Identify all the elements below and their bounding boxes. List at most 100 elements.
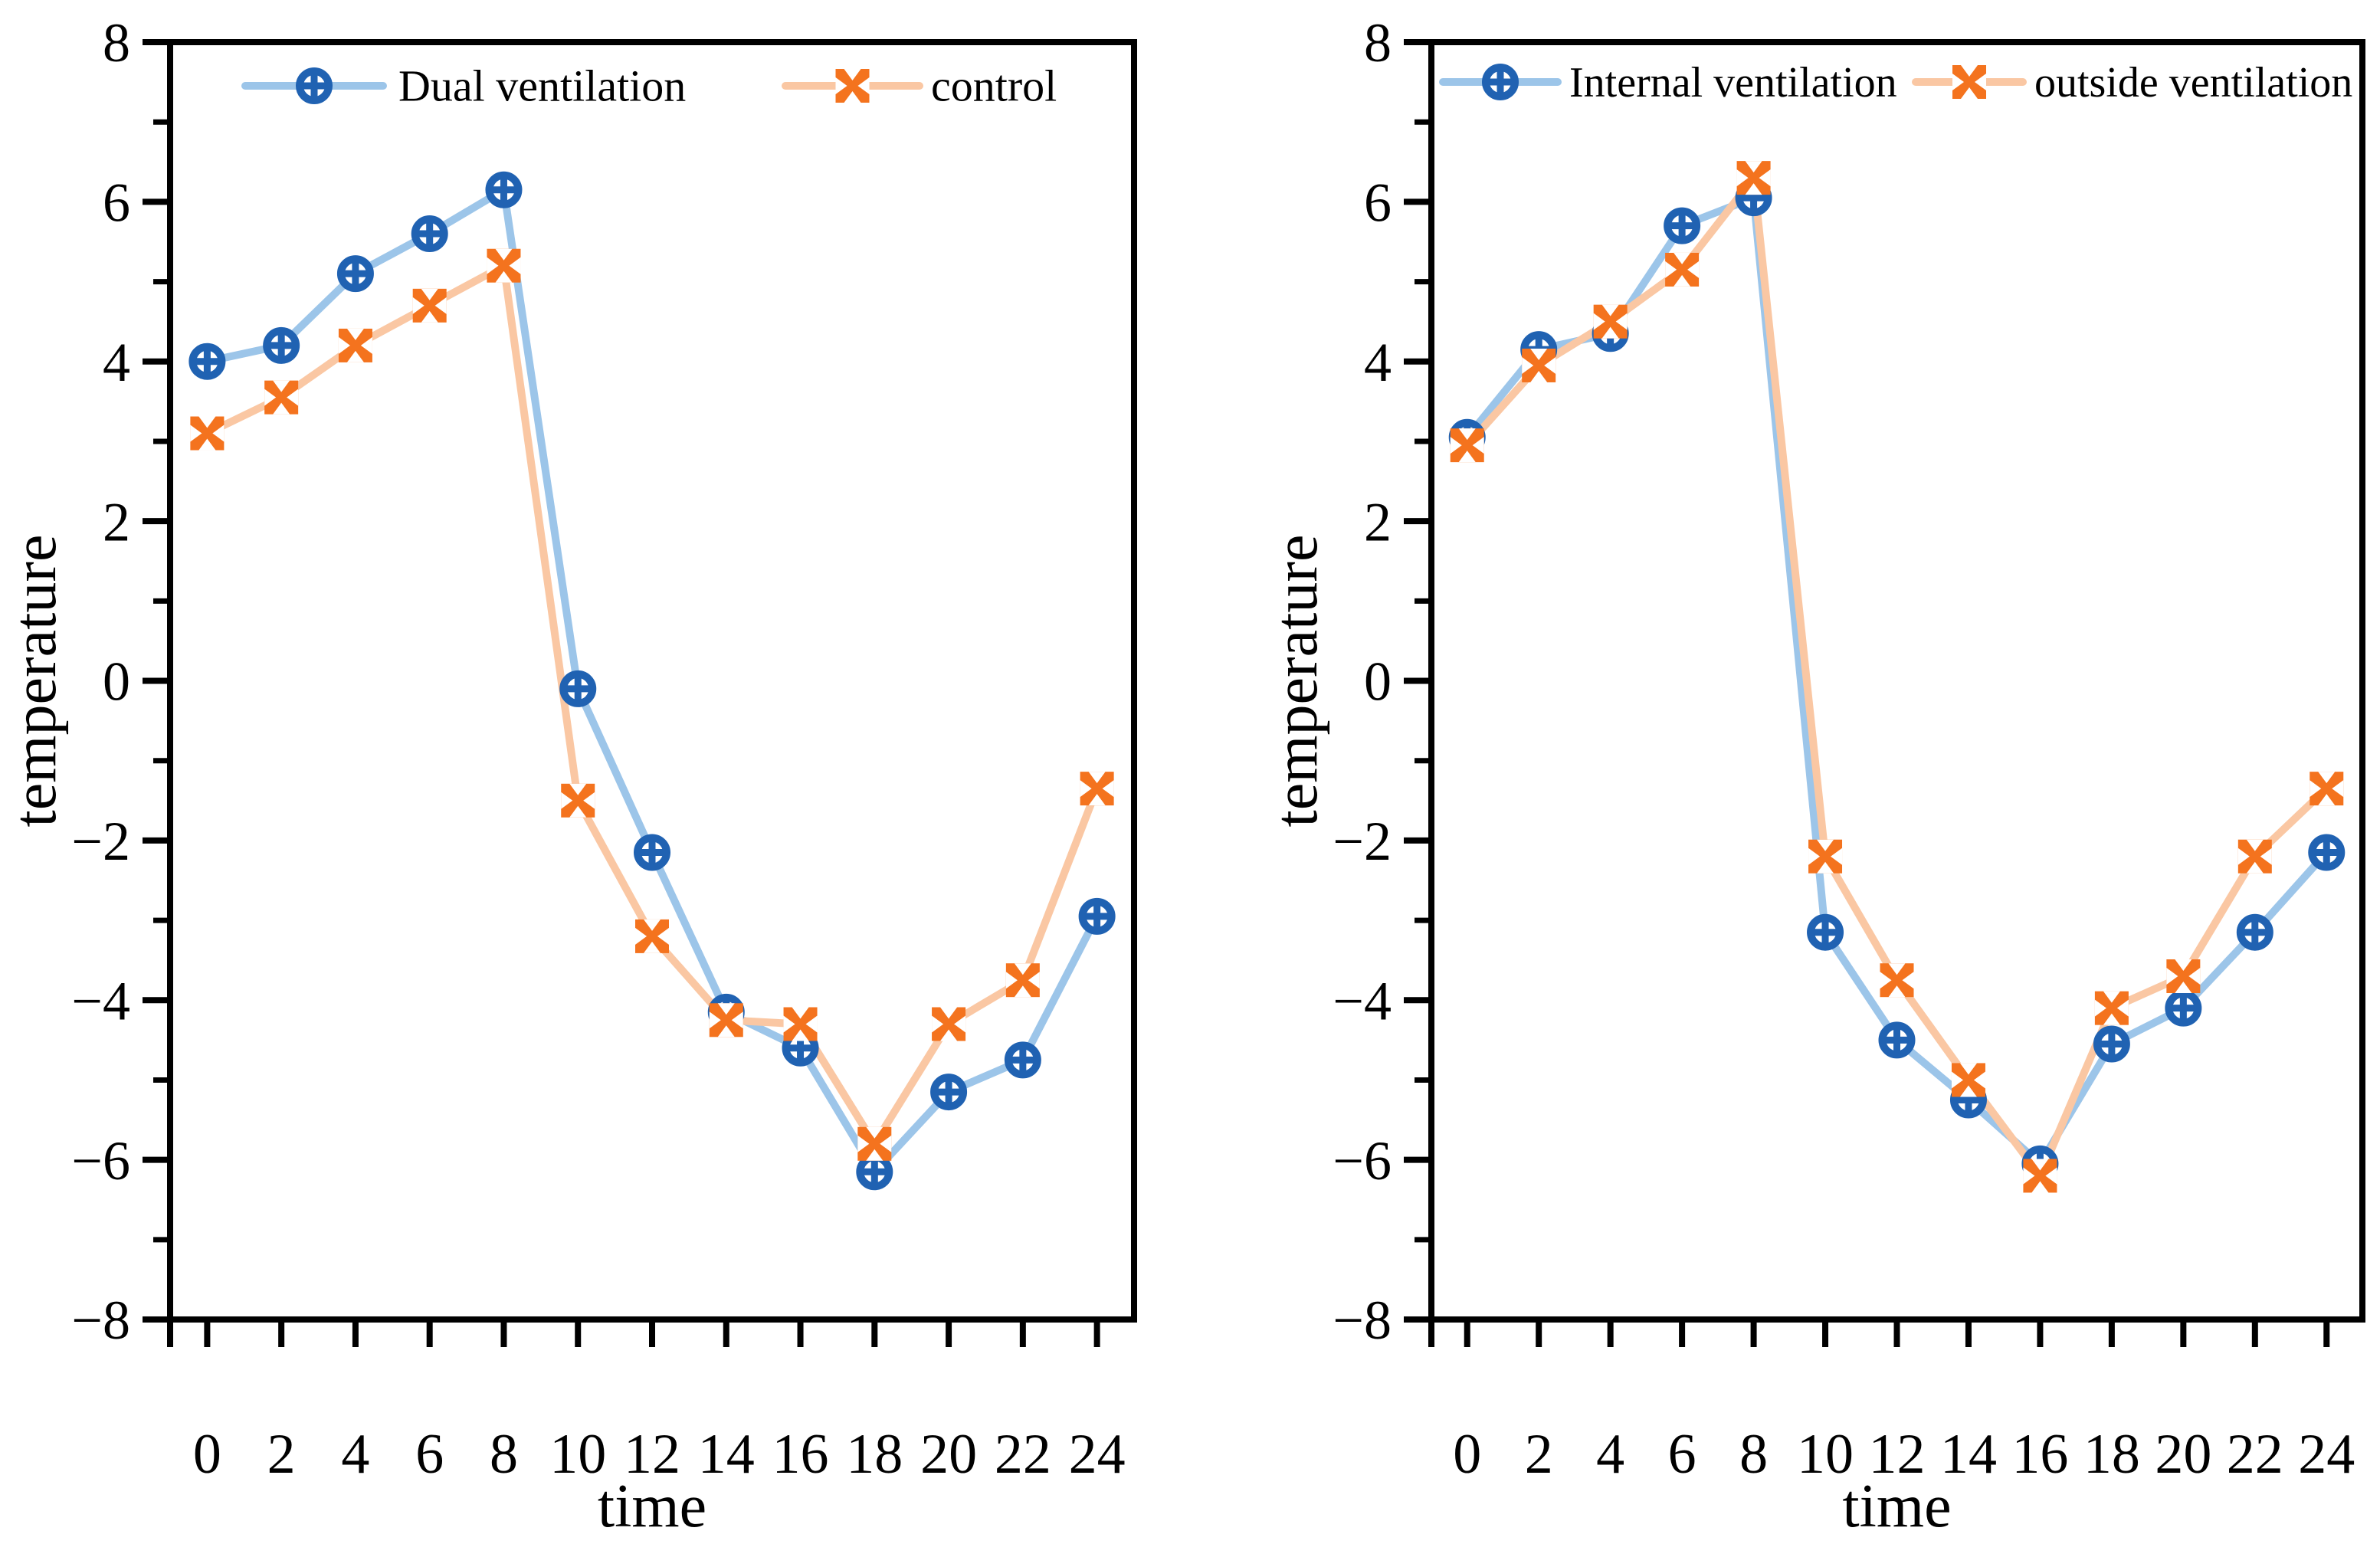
marker-square-x-icon xyxy=(1665,252,1700,287)
x-tick-label: 4 xyxy=(1596,1423,1624,1486)
marker-wedge-bottom xyxy=(1888,985,1906,998)
y-tick-label: 2 xyxy=(1364,491,1392,552)
x-tick-label: 8 xyxy=(490,1423,518,1486)
marker-wedge-right xyxy=(657,927,669,945)
y-tick-label: 6 xyxy=(1364,172,1392,234)
marker-wedge-bottom xyxy=(1014,985,1031,998)
marker-circle-plus-icon xyxy=(296,67,333,104)
marker-wedge-top xyxy=(2175,959,2192,971)
marker-wedge-right xyxy=(2188,967,2201,985)
marker-wedge-bottom xyxy=(421,310,438,323)
y-tick-label: −2 xyxy=(1333,811,1392,872)
marker-wedge-left xyxy=(1450,437,1462,454)
x-tick-label: 2 xyxy=(267,1423,296,1486)
marker-wedge-left xyxy=(932,1015,944,1033)
marker-wedge-left xyxy=(1005,972,1018,989)
marker-wedge-bottom xyxy=(2175,981,2192,993)
x-tick-label: 14 xyxy=(1940,1423,1997,1486)
marker-square-x-icon xyxy=(561,783,595,818)
marker-circle-plus-icon xyxy=(2308,834,2346,871)
y-tick-label: 6 xyxy=(103,172,130,234)
marker-wedge-top xyxy=(1961,65,1978,77)
marker-wedge-right xyxy=(805,1015,818,1033)
legend: Internal ventilation outside ventilation xyxy=(1439,59,2352,107)
marker-wedge-bottom xyxy=(495,270,513,283)
y-axis-label: temperature xyxy=(2,535,69,828)
marker-square-x-icon xyxy=(709,1003,743,1038)
marker-wedge-left xyxy=(338,336,350,354)
y-tick-label: 8 xyxy=(1364,12,1392,74)
x-tick-label: 8 xyxy=(1739,1423,1768,1486)
marker-circle-plus-icon xyxy=(930,1074,968,1111)
marker-square-x-icon xyxy=(338,328,372,362)
marker-wedge-left xyxy=(1951,1071,1963,1089)
marker-wedge-bottom xyxy=(346,350,364,362)
marker-wedge-left xyxy=(783,1015,795,1033)
y-tick-label: −4 xyxy=(71,970,130,1031)
marker-wedge-top xyxy=(421,288,438,300)
marker-wedge-left xyxy=(2023,1167,2035,1185)
marker-wedge-bottom xyxy=(569,805,587,818)
marker-wedge-bottom xyxy=(2031,1181,2049,1193)
marker-wedge-top xyxy=(346,328,364,340)
marker-square-x-icon xyxy=(1808,839,1843,874)
marker-wedge-right xyxy=(1615,313,1628,330)
marker-wedge-bottom xyxy=(1817,861,1834,874)
x-tick-label: 24 xyxy=(1069,1423,1126,1486)
marker-wedge-bottom xyxy=(198,438,216,451)
marker-square-x-icon xyxy=(857,1126,892,1161)
marker-wedge-top xyxy=(1458,428,1476,441)
marker-circle-plus-icon xyxy=(263,326,300,364)
x-tick-label: 20 xyxy=(2155,1423,2211,1486)
x-tick-label: 2 xyxy=(1525,1423,1553,1486)
marker-wedge-top xyxy=(273,380,290,392)
marker-wedge-left xyxy=(1522,356,1534,374)
legend-label-1: control xyxy=(931,61,1057,111)
marker-circle-plus-icon xyxy=(1078,897,1116,935)
marker-circle-plus-icon xyxy=(1807,913,1844,951)
marker-circle-plus-icon xyxy=(1878,1021,1916,1059)
marker-circle-plus-icon xyxy=(559,670,597,707)
x-tick-label: 14 xyxy=(698,1423,755,1486)
marker-wedge-right xyxy=(287,388,299,406)
marker-wedge-right xyxy=(1544,356,1556,374)
marker-wedge-top xyxy=(1088,772,1106,784)
marker-wedge-left xyxy=(2094,999,2106,1017)
marker-wedge-top xyxy=(940,1007,958,1019)
x-tick-label: 10 xyxy=(1797,1423,1854,1486)
marker-wedge-top xyxy=(1888,963,1906,975)
x-tick-label: 20 xyxy=(920,1423,977,1486)
marker-wedge-bottom xyxy=(1959,1085,1977,1097)
marker-wedge-left xyxy=(1880,972,1892,989)
marker-circle-plus-icon xyxy=(2093,1025,2130,1063)
marker-circle-plus-icon xyxy=(2165,989,2202,1027)
marker-wedge-right xyxy=(1975,74,1986,90)
marker-circle-plus-icon xyxy=(1004,1041,1041,1079)
y-tick-label: −4 xyxy=(1333,970,1392,1031)
marker-wedge-right xyxy=(2045,1167,2057,1185)
marker-wedge-top xyxy=(2031,1159,2049,1171)
y-tick-label: 4 xyxy=(103,332,130,393)
x-tick-label: 16 xyxy=(2011,1423,2068,1486)
marker-wedge-bottom xyxy=(1458,451,1476,463)
marker-wedge-top xyxy=(792,1007,809,1019)
marker-wedge-bottom xyxy=(1674,274,1691,287)
x-axis-label: time xyxy=(598,1473,706,1540)
marker-circle-plus-icon xyxy=(1482,64,1519,100)
y-tick-label: −2 xyxy=(71,811,130,872)
marker-wedge-bottom xyxy=(1601,326,1619,339)
marker-wedge-left xyxy=(487,257,499,274)
series-markers-0 xyxy=(188,171,1116,1191)
x-tick-label: 0 xyxy=(193,1423,221,1486)
x-axis-label: time xyxy=(1842,1473,1951,1540)
marker-wedge-left xyxy=(1736,169,1749,187)
y-tick-label: 4 xyxy=(1364,332,1392,393)
marker-wedge-top xyxy=(1959,1063,1977,1075)
marker-square-x-icon xyxy=(2237,839,2272,874)
marker-wedge-left xyxy=(857,1135,870,1152)
marker-wedge-right xyxy=(880,1135,892,1152)
marker-wedge-left xyxy=(709,1011,721,1029)
x-tick-label: 4 xyxy=(341,1423,369,1486)
marker-square-x-icon xyxy=(1080,772,1114,806)
